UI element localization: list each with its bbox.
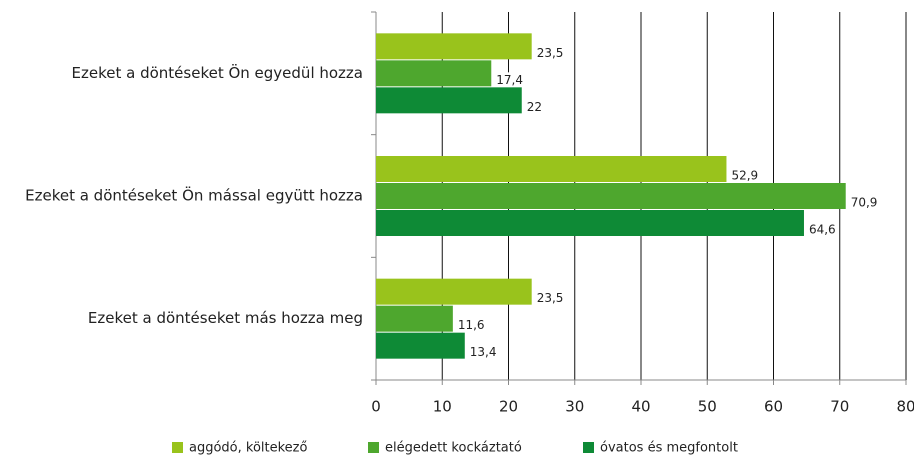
bar bbox=[376, 33, 532, 60]
x-tick-label: 40 bbox=[631, 398, 650, 416]
label-bg bbox=[729, 168, 762, 184]
label-bg bbox=[848, 195, 881, 211]
bar bbox=[376, 156, 727, 182]
bar bbox=[376, 183, 846, 209]
y-tick-label: Ezeket a döntéseket Ön mással együtt hoz… bbox=[25, 186, 363, 205]
label-bg bbox=[524, 99, 557, 116]
data-label: 13,4 bbox=[470, 345, 497, 359]
x-tick-label: 80 bbox=[896, 398, 914, 416]
x-tick-label: 60 bbox=[764, 398, 783, 416]
data-label: 22 bbox=[527, 100, 542, 114]
legend-swatch bbox=[172, 442, 183, 453]
data-label: 17,4 bbox=[496, 73, 523, 87]
data-label: 52,9 bbox=[731, 169, 758, 183]
x-tick-label: 30 bbox=[565, 398, 584, 416]
bar bbox=[376, 87, 522, 114]
legend-label: aggódó, költekező bbox=[189, 441, 308, 456]
x-tick-label: 70 bbox=[830, 398, 849, 416]
y-tick-label: Ezeket a döntéseket Ön egyedül hozza bbox=[72, 63, 363, 82]
x-tick-label: 0 bbox=[371, 398, 381, 416]
data-label: 23,5 bbox=[537, 291, 564, 305]
data-label: 23,5 bbox=[537, 46, 564, 60]
legend-swatch bbox=[583, 442, 594, 453]
legend-label: óvatos és megfontolt bbox=[600, 441, 738, 456]
data-label: 11,6 bbox=[458, 318, 485, 332]
label-bg bbox=[534, 290, 567, 307]
label-bg bbox=[806, 222, 839, 238]
data-label: 64,6 bbox=[809, 223, 836, 237]
x-tick-label: 50 bbox=[698, 398, 717, 416]
x-tick-label: 10 bbox=[433, 398, 452, 416]
label-bg bbox=[467, 344, 500, 361]
bar bbox=[376, 332, 465, 359]
bar bbox=[376, 305, 453, 332]
bar bbox=[376, 60, 492, 87]
y-tick-label: Ezeket a döntéseket más hozza meg bbox=[88, 309, 363, 327]
label-bg bbox=[494, 72, 527, 89]
legend-swatch bbox=[368, 442, 379, 453]
bar bbox=[376, 278, 532, 305]
data-label: 70,9 bbox=[851, 196, 878, 210]
bar bbox=[376, 210, 804, 236]
label-bg bbox=[534, 45, 567, 62]
legend-label: elégedett kockáztató bbox=[385, 441, 522, 456]
label-bg bbox=[455, 317, 488, 334]
x-tick-label: 20 bbox=[499, 398, 518, 416]
